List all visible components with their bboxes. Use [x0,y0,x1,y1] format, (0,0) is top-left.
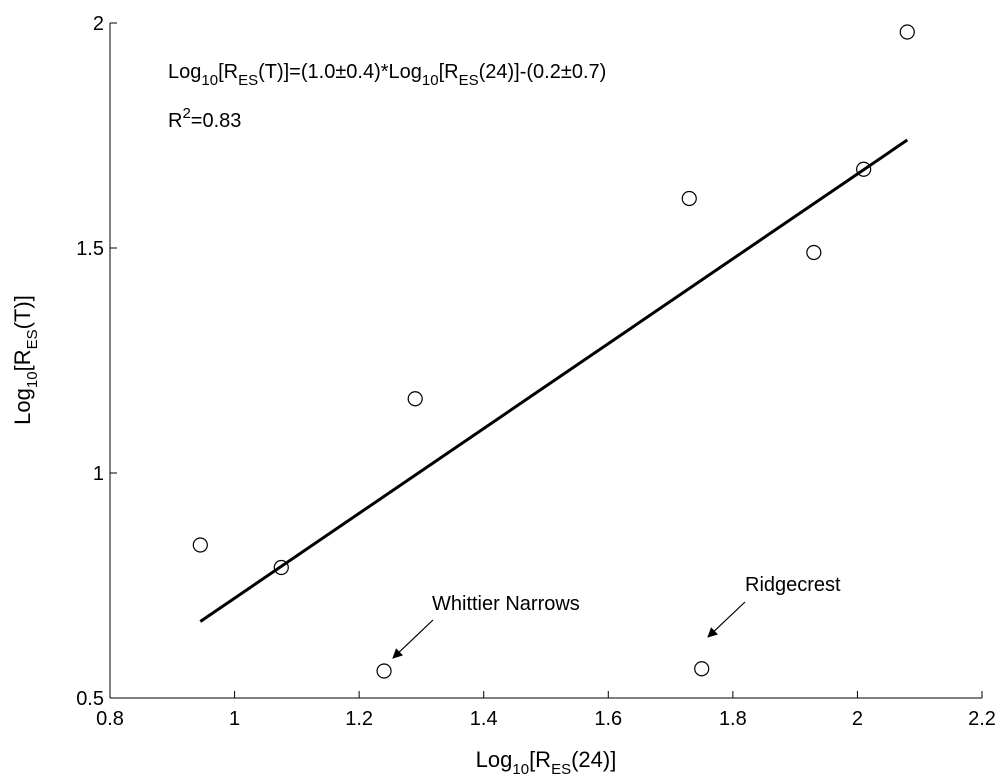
x-tick-label: 1.4 [470,708,498,730]
data-point [377,664,391,678]
x-tick-label: 1.6 [594,708,622,730]
annotation-whittier-narrows: Whittier Narrows [432,593,580,615]
data-point [682,192,696,206]
data-point [900,25,914,39]
x-tick-label: 2.2 [968,708,996,730]
x-axis-label: Log10[RES(24)] [476,747,617,778]
annotation-ridgecrest: Ridgecrest [745,574,841,596]
x-tick-label: 1.2 [345,708,373,730]
y-axis-label: Log10[RES(T)] [10,295,41,425]
x-ticks: 0.8 1 1.2 1.4 1.6 1.8 2 2.2 [96,691,996,730]
regression-equation: Log10[RES(T)]=(1.0±0.4)*Log10[RES(24)]-(… [168,61,606,89]
x-tick-label: 0.8 [96,708,124,730]
y-tick-label: 0.5 [76,688,104,710]
data-point [408,392,422,406]
x-tick-label: 1.8 [719,708,747,730]
data-point [695,662,709,676]
y-tick-label: 2 [93,13,104,35]
y-tick-label: 1 [93,463,104,485]
data-point [807,246,821,260]
regression-line [200,140,907,622]
arrow-ridgecrest [708,602,745,637]
y-tick-label: 1.5 [76,238,104,260]
data-point [193,538,207,552]
r-squared-label: R2=0.83 [168,105,241,132]
arrow-whittier-narrows [393,620,433,658]
y-ticks: 0.5 1 1.5 2 [76,13,117,710]
x-tick-label: 1 [229,708,240,730]
x-tick-label: 2 [852,708,863,730]
